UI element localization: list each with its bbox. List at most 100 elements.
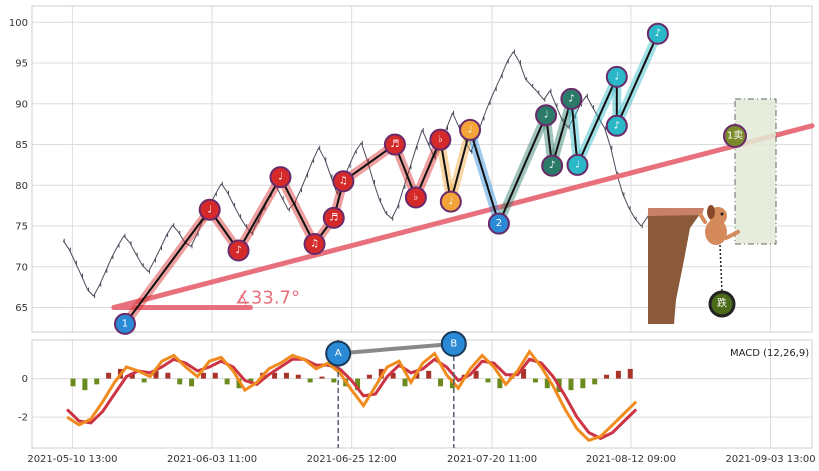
macd-panel: -2 0 A B MACD (12,26,9)	[18, 330, 813, 449]
sell-flag-marker: 1卖	[723, 124, 747, 148]
macd-hist-bar	[592, 378, 598, 385]
x-tick-label: 2021-09-03 13:00	[725, 454, 815, 465]
divergence-b-label: B	[450, 338, 457, 349]
macd-hist-bar	[438, 378, 444, 387]
wave-node-circle	[459, 118, 482, 141]
wave-node-label: ♫	[310, 238, 319, 249]
wave-node: ♩	[535, 104, 558, 127]
wave-segment	[570, 98, 579, 166]
macd-hist-bar	[521, 368, 527, 379]
macd-hist-bar	[497, 378, 503, 389]
wave-node-label: ♬	[329, 212, 338, 223]
wave-node: ♬	[383, 133, 406, 156]
macd-hist-bar	[82, 378, 88, 391]
angle-label: ∡33.7°	[235, 288, 300, 309]
macd-hist-bar	[568, 378, 574, 391]
wave-node-circle	[487, 212, 510, 235]
divergence-line	[338, 341, 454, 356]
wave-node-label: ♬	[390, 139, 399, 150]
macd-hist-bar	[485, 378, 491, 383]
price-y-tick-label: 70	[15, 262, 28, 273]
forecast-box	[734, 98, 777, 245]
wave-node-label: ♩	[575, 159, 580, 170]
wave-node-circle	[535, 104, 558, 127]
macd-y-ticks: -2 0	[18, 374, 28, 424]
macd-hist-bar	[355, 378, 361, 391]
wave-node-label: ♪	[568, 93, 574, 104]
macd-panel-frame	[31, 339, 813, 449]
macd-signal-line	[66, 357, 638, 441]
macd-hist-bar	[189, 378, 195, 387]
price-grid	[32, 6, 812, 332]
price-y-tick-label: 90	[15, 99, 28, 110]
divergence-b-marker: B	[440, 330, 467, 357]
sell-flag-label: 1卖	[727, 130, 743, 142]
wave-node: ♭	[429, 128, 452, 151]
wave-node: ♪	[646, 22, 669, 45]
x-tick-label: 2021-07-20 11:00	[447, 454, 537, 465]
wave-node-label: ♪	[614, 120, 620, 131]
wave-node-label: ♭	[438, 134, 443, 145]
wave-node-circle	[541, 154, 564, 177]
macd-hist-bar	[331, 378, 337, 383]
x-tick-label: 2021-06-03 11:00	[167, 454, 257, 465]
wave-segment	[576, 76, 618, 166]
wave-node-circle	[269, 166, 292, 189]
wave-segment	[237, 176, 282, 251]
macd-hist-bar	[248, 378, 254, 383]
wave-node-label: ♩	[544, 110, 549, 121]
wave-node-circle	[560, 87, 583, 110]
wave-node-label: ♭	[414, 192, 419, 203]
macd-grid	[32, 340, 812, 448]
macd-hist-bar	[366, 374, 372, 379]
wave-node: 2	[487, 212, 510, 235]
wave-node-label: ♫	[339, 176, 348, 187]
macd-hist-bar	[604, 374, 610, 379]
macd-hist-bar	[236, 378, 242, 389]
wave-nodes: 1 ♩ ♪ ♩ ♫ ♬ ♫ ♬ ♭ ♭ ♩ ♩ 2 ♩ ♪ ♪ ♩ ♩ ♪ ♪	[113, 22, 669, 335]
wave-node: ♪	[227, 239, 250, 262]
price-y-tick-label: 100	[9, 18, 28, 29]
macd-hist-bar	[580, 378, 586, 389]
wave-node: ♩	[459, 118, 482, 141]
cliff-illustration: 跌	[648, 205, 740, 324]
wave-node: ♭	[404, 186, 427, 209]
macd-hist-bar	[319, 376, 325, 379]
price-y-ticks: 65 70 75 80 85 90 95 100	[9, 18, 28, 314]
wave-node: ♩	[198, 198, 221, 221]
macd-hist-bar	[200, 372, 206, 379]
macd-hist-bar	[224, 378, 230, 385]
wave-node-label: ♩	[448, 196, 453, 207]
wave-node-circle	[198, 198, 221, 221]
drop-bubble-label: 跌	[717, 297, 727, 310]
wave-node: ♬	[322, 206, 345, 229]
macd-hist-bar	[627, 368, 633, 379]
macd-histogram	[70, 368, 633, 393]
wave-segment	[469, 129, 500, 224]
macd-hist-bar	[414, 372, 420, 379]
x-tick-label: 2021-05-10 13:00	[27, 454, 117, 465]
macd-hist-bar	[615, 370, 621, 379]
wave-node: 1	[113, 312, 136, 335]
price-y-tick-label: 95	[15, 59, 28, 70]
wave-node-label: ♪	[549, 160, 555, 171]
macd-hist-bar	[272, 372, 278, 379]
wave-node-label: 1	[122, 318, 128, 329]
wave-node-label: ♩	[614, 71, 619, 82]
price-y-tick-label: 85	[15, 140, 28, 151]
macd-hist-bar	[94, 378, 100, 385]
wave-node: ♩	[439, 190, 462, 213]
wave-segment	[449, 129, 472, 202]
macd-hist-bar	[106, 372, 112, 379]
macd-hist-bar	[378, 368, 384, 379]
price-y-tick-label: 65	[15, 303, 28, 314]
wave-node-circle	[322, 206, 345, 229]
price-panel: 65 70 75 80 85 90 95 100 ∡33.7° 1 ♩ ♪ ♩ ♫ ♬ ♫ ♬ ♭ ♭ ♩ ♩ 2 ♩ ♪…	[9, 5, 815, 335]
macd-hist-bar	[70, 378, 76, 387]
wave-node: ♩	[605, 65, 628, 88]
macd-y-tick-label: 0	[22, 374, 28, 385]
x-axis-labels: 2021-05-10 13:00 2021-06-03 11:00 2021-06-…	[27, 454, 815, 465]
wave-node-circle	[646, 22, 669, 45]
wave-segment	[615, 33, 659, 127]
